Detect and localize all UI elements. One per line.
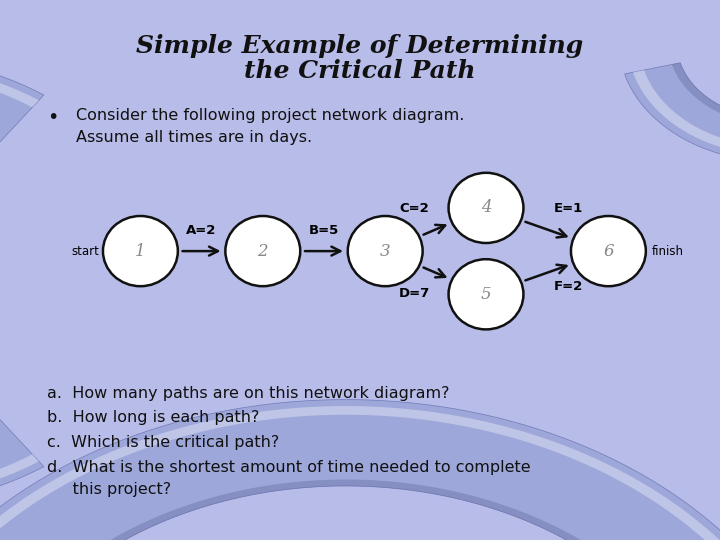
Polygon shape (0, 406, 720, 540)
Text: 6: 6 (603, 242, 613, 260)
Text: finish: finish (652, 245, 684, 258)
Text: D=7: D=7 (398, 287, 430, 300)
Text: this project?: this project? (47, 482, 171, 497)
Ellipse shape (449, 259, 523, 329)
Polygon shape (624, 63, 720, 162)
Text: C=2: C=2 (399, 202, 429, 215)
Text: F=2: F=2 (554, 280, 583, 293)
Text: E=1: E=1 (554, 202, 583, 215)
Text: start: start (71, 245, 99, 258)
Ellipse shape (571, 216, 646, 286)
Polygon shape (0, 60, 39, 501)
Text: c.  Which is the critical path?: c. Which is the critical path? (47, 435, 279, 450)
Text: Assume all times are in days.: Assume all times are in days. (76, 130, 312, 145)
Text: the Critical Path: the Critical Path (244, 59, 476, 83)
Ellipse shape (225, 216, 300, 286)
Text: a.  How many paths are on this network diagram?: a. How many paths are on this network di… (47, 386, 449, 401)
Text: 5: 5 (481, 286, 491, 303)
Polygon shape (633, 70, 720, 156)
Text: 4: 4 (481, 199, 491, 217)
Text: Simple Example of Determining: Simple Example of Determining (136, 34, 584, 58)
Polygon shape (0, 54, 44, 508)
Polygon shape (672, 63, 720, 125)
Text: 3: 3 (380, 242, 390, 260)
Polygon shape (0, 480, 693, 540)
Text: A=2: A=2 (186, 224, 217, 237)
Text: 1: 1 (135, 242, 145, 260)
Ellipse shape (348, 216, 423, 286)
Ellipse shape (103, 216, 178, 286)
Text: •: • (47, 108, 58, 127)
Polygon shape (0, 400, 720, 540)
Text: d.  What is the shortest amount of time needed to complete: d. What is the shortest amount of time n… (47, 460, 531, 475)
Text: B=5: B=5 (309, 224, 339, 237)
Text: b.  How long is each path?: b. How long is each path? (47, 410, 259, 426)
Text: Consider the following project network diagram.: Consider the following project network d… (76, 108, 464, 123)
Ellipse shape (449, 173, 523, 243)
Text: 2: 2 (258, 242, 268, 260)
